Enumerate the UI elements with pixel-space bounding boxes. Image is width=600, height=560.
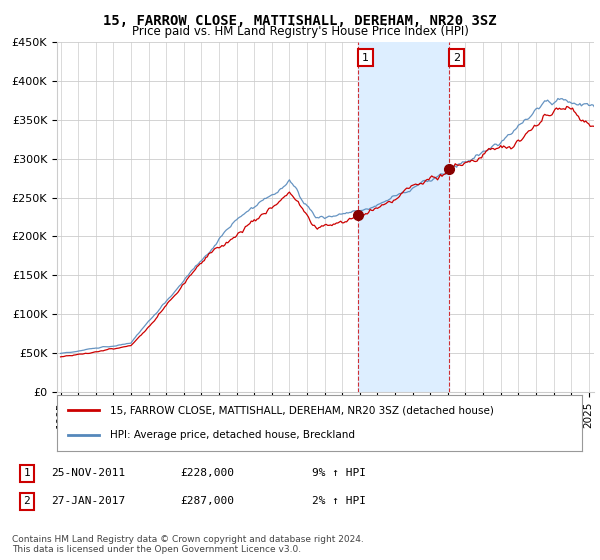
Text: 15, FARROW CLOSE, MATTISHALL, DEREHAM, NR20 3SZ (detached house): 15, FARROW CLOSE, MATTISHALL, DEREHAM, N… bbox=[110, 405, 493, 416]
Text: 27-JAN-2017: 27-JAN-2017 bbox=[51, 496, 125, 506]
Text: 2: 2 bbox=[23, 496, 31, 506]
Text: 1: 1 bbox=[362, 53, 368, 63]
Text: £287,000: £287,000 bbox=[180, 496, 234, 506]
Text: 1: 1 bbox=[23, 468, 31, 478]
Text: Contains HM Land Registry data © Crown copyright and database right 2024.
This d: Contains HM Land Registry data © Crown c… bbox=[12, 535, 364, 554]
Text: 2: 2 bbox=[453, 53, 460, 63]
Text: HPI: Average price, detached house, Breckland: HPI: Average price, detached house, Brec… bbox=[110, 430, 355, 440]
Text: £228,000: £228,000 bbox=[180, 468, 234, 478]
Text: Price paid vs. HM Land Registry's House Price Index (HPI): Price paid vs. HM Land Registry's House … bbox=[131, 25, 469, 38]
Text: 9% ↑ HPI: 9% ↑ HPI bbox=[312, 468, 366, 478]
Text: 15, FARROW CLOSE, MATTISHALL, DEREHAM, NR20 3SZ: 15, FARROW CLOSE, MATTISHALL, DEREHAM, N… bbox=[103, 14, 497, 28]
Text: 25-NOV-2011: 25-NOV-2011 bbox=[51, 468, 125, 478]
Bar bbox=[358, 42, 449, 392]
Text: 2% ↑ HPI: 2% ↑ HPI bbox=[312, 496, 366, 506]
